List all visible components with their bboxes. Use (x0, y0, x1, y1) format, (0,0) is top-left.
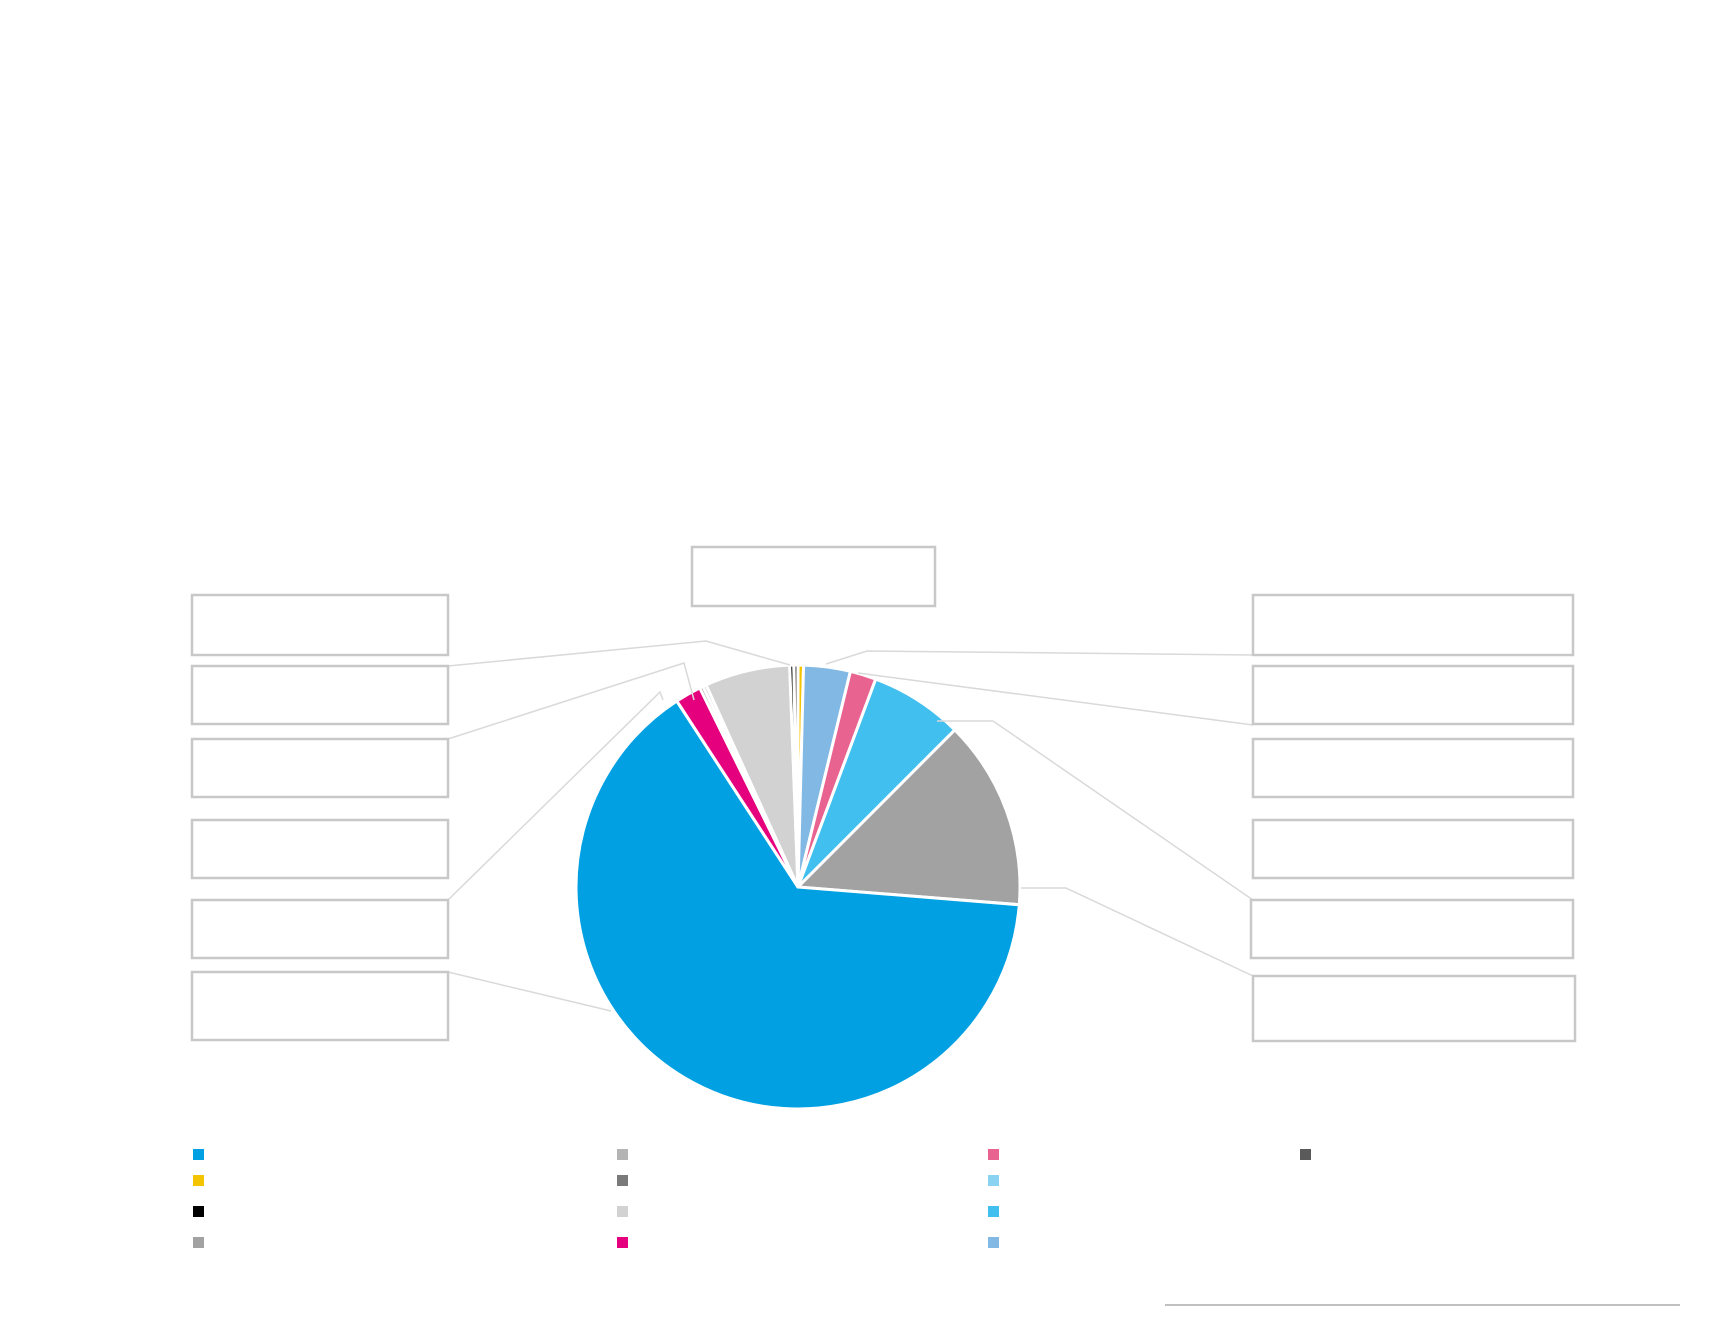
callout-box-7 (190, 898, 450, 960)
callout-box-2 (1251, 737, 1575, 799)
callout-box-6 (190, 970, 450, 1042)
pie-slice-4 (796, 728, 1022, 907)
legend-swatch-8 (988, 1149, 999, 1160)
legend-swatch-5 (617, 1175, 628, 1186)
legend-swatch-11 (988, 1237, 999, 1248)
callout-box-4 (1249, 898, 1575, 960)
legend-swatch-2 (193, 1206, 204, 1217)
callout-leader-0 (825, 650, 1254, 665)
callout-box-8 (190, 818, 450, 880)
callout-leader-6 (447, 971, 612, 1012)
legend-swatch-9 (988, 1175, 999, 1186)
callout-box-1 (1251, 664, 1575, 726)
callout-leader-1 (857, 672, 1254, 726)
callout-box-0 (1251, 593, 1575, 657)
callout-boxes (190, 545, 1577, 1043)
callout-leader-7 (447, 690, 664, 901)
callout-box-3 (1251, 818, 1575, 880)
legend (193, 1149, 1311, 1248)
callout-leader-lines (447, 640, 1254, 1012)
callout-leader-3 (1021, 887, 1254, 977)
callout-leader-2 (937, 720, 1254, 901)
pie-slice-5 (574, 699, 1021, 1111)
callout-box-11 (190, 593, 450, 657)
legend-swatch-6 (617, 1206, 628, 1217)
callout-leader-9 (447, 640, 791, 667)
legend-swatch-3 (193, 1237, 204, 1248)
callout-leader-8 (447, 662, 695, 740)
legend-swatch-0 (193, 1149, 204, 1160)
callout-box-10 (190, 664, 450, 726)
legend-swatch-10 (988, 1206, 999, 1217)
legend-swatch-1 (193, 1175, 204, 1186)
callout-box-9 (190, 737, 450, 799)
pie-slices (574, 663, 1022, 1111)
callout-box-12 (690, 545, 937, 608)
legend-swatch-7 (617, 1237, 628, 1248)
callout-box-5 (1251, 974, 1577, 1043)
legend-swatch-4 (617, 1149, 628, 1160)
legend-swatch-12 (1300, 1149, 1311, 1160)
pie-slice-11 (792, 663, 800, 889)
